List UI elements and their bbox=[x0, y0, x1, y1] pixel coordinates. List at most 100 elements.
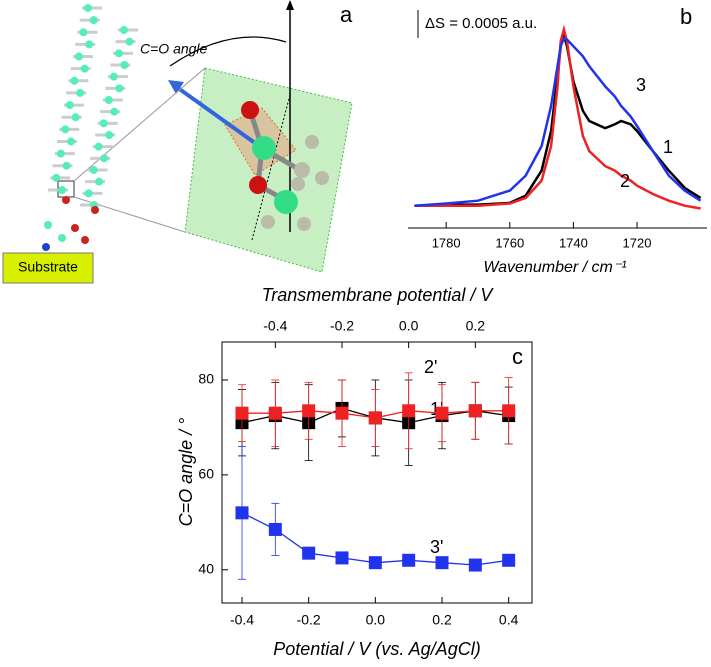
scale-bar-label: ΔS = 0.0005 a.u. bbox=[425, 15, 537, 32]
atom-c bbox=[85, 40, 94, 49]
atom-c bbox=[99, 119, 108, 128]
marker bbox=[368, 411, 382, 425]
marker bbox=[468, 404, 482, 418]
x-tick-label: 1780 bbox=[432, 235, 461, 250]
atom-h bbox=[294, 162, 310, 178]
atom-c bbox=[114, 49, 123, 58]
marker bbox=[268, 406, 282, 420]
substrate bbox=[2, 252, 94, 284]
spectrum-line bbox=[414, 24, 701, 210]
atom-c bbox=[125, 37, 134, 46]
plot-frame bbox=[221, 341, 533, 604]
x2-tick-label: -0.4 bbox=[263, 318, 287, 334]
atom-c bbox=[84, 4, 92, 12]
x-tick-label: 0.2 bbox=[432, 612, 452, 628]
x-tick-label: 1740 bbox=[559, 235, 588, 250]
series-label: 2 bbox=[620, 171, 630, 191]
atom-c bbox=[109, 72, 118, 81]
atom-c bbox=[62, 161, 71, 170]
atom-c bbox=[84, 189, 93, 198]
atom-c bbox=[252, 136, 276, 160]
marker bbox=[502, 553, 516, 567]
y-tick-label: 60 bbox=[198, 466, 214, 482]
panel-label: a bbox=[340, 2, 353, 27]
marker bbox=[302, 546, 316, 560]
atom-c bbox=[104, 96, 113, 104]
atom-c bbox=[115, 84, 124, 93]
x-axis-label: Wavenumber / cm⁻¹ bbox=[483, 259, 626, 276]
atom-h bbox=[291, 177, 305, 191]
y-axis-label: C=O angle / ° bbox=[176, 418, 196, 527]
marker bbox=[335, 551, 349, 565]
atom-c bbox=[110, 107, 119, 116]
series-label: 2' bbox=[424, 357, 437, 377]
zoom-line bbox=[73, 196, 186, 233]
atom-c bbox=[61, 125, 70, 134]
spectrum-line bbox=[414, 36, 702, 207]
angle-arc bbox=[169, 36, 287, 67]
series-label: 1 bbox=[663, 137, 673, 157]
marker bbox=[335, 406, 349, 420]
series-label: 3 bbox=[636, 75, 646, 95]
x2-axis-title: Transmembrane potential / V bbox=[262, 285, 495, 305]
angle-label: C=O angle bbox=[140, 41, 208, 57]
atom-c bbox=[89, 166, 98, 174]
atom-o bbox=[241, 101, 259, 119]
atom-c bbox=[89, 16, 98, 25]
marker bbox=[368, 556, 382, 570]
atom-c bbox=[71, 113, 80, 122]
atom-c bbox=[76, 88, 85, 97]
arrow-head bbox=[168, 80, 184, 94]
marker bbox=[235, 406, 249, 420]
x-tick-label: -0.2 bbox=[297, 612, 321, 628]
x2-tick-label: 0.0 bbox=[399, 318, 419, 334]
atom-c bbox=[105, 131, 114, 139]
plane bbox=[184, 67, 353, 273]
atom-c bbox=[94, 142, 103, 151]
arrow-head bbox=[286, 0, 294, 10]
x-tick-label: -0.4 bbox=[230, 612, 254, 628]
x-tick-label: 0.4 bbox=[499, 612, 519, 628]
atom bbox=[58, 234, 66, 242]
atom bbox=[62, 196, 70, 204]
atom-c bbox=[80, 64, 89, 73]
marker bbox=[402, 553, 416, 567]
x-axis-label: Potential / V (vs. Ag/AgCl) bbox=[273, 639, 480, 659]
atom-c bbox=[74, 52, 83, 61]
atom-c bbox=[100, 154, 109, 163]
substrate-label: Substrate bbox=[18, 259, 78, 275]
molecule bbox=[42, 4, 138, 251]
marker bbox=[435, 406, 449, 420]
y-tick-label: 80 bbox=[198, 371, 214, 387]
atom bbox=[91, 206, 99, 214]
atom-c bbox=[120, 61, 129, 69]
atom-c bbox=[70, 76, 79, 85]
atom-h bbox=[305, 135, 319, 149]
marker bbox=[402, 404, 416, 418]
marker bbox=[235, 506, 249, 520]
atom-c bbox=[52, 173, 61, 182]
atom-c bbox=[95, 177, 104, 186]
atom-c bbox=[67, 137, 76, 146]
atom-h bbox=[315, 171, 329, 185]
atom-c bbox=[120, 26, 128, 34]
marker bbox=[468, 558, 482, 572]
atom-h bbox=[297, 217, 311, 231]
marker bbox=[502, 404, 516, 418]
atom bbox=[71, 224, 79, 232]
atom-c bbox=[79, 28, 88, 37]
atom bbox=[44, 221, 52, 229]
marker bbox=[268, 522, 282, 536]
x-tick-label: 1720 bbox=[623, 235, 652, 250]
atom-c bbox=[65, 101, 74, 110]
y-tick-label: 40 bbox=[198, 560, 214, 576]
atom-h bbox=[261, 215, 275, 229]
panel-a: Substrate C=O angle a bbox=[2, 0, 353, 284]
panel-label: b bbox=[680, 4, 692, 29]
zoom-line bbox=[73, 67, 206, 182]
atom bbox=[42, 243, 50, 251]
atom-c bbox=[56, 149, 65, 158]
atom bbox=[81, 236, 89, 244]
x2-tick-label: -0.2 bbox=[330, 318, 354, 334]
x-tick-label: 1760 bbox=[495, 235, 524, 250]
